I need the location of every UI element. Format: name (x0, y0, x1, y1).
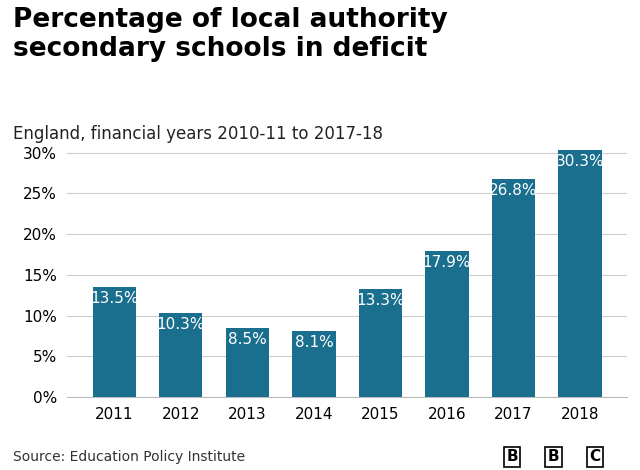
Text: Source: Education Policy Institute: Source: Education Policy Institute (13, 450, 245, 464)
Text: Percentage of local authority
secondary schools in deficit: Percentage of local authority secondary … (13, 7, 447, 62)
Text: B: B (506, 449, 518, 464)
Text: 30.3%: 30.3% (556, 154, 604, 169)
Bar (93, 287, 136, 397)
Text: 13.5%: 13.5% (90, 291, 138, 306)
Bar (426, 251, 468, 397)
Bar (226, 328, 269, 397)
Text: 10.3%: 10.3% (157, 317, 205, 332)
Bar (359, 289, 402, 397)
Text: 8.5%: 8.5% (228, 332, 267, 347)
Text: 13.3%: 13.3% (356, 293, 404, 308)
Text: 17.9%: 17.9% (423, 255, 471, 270)
Text: England, financial years 2010-11 to 2017-18: England, financial years 2010-11 to 2017… (13, 125, 383, 142)
Bar (559, 150, 602, 397)
Text: B: B (548, 449, 559, 464)
Text: 8.1%: 8.1% (294, 335, 333, 350)
Text: 26.8%: 26.8% (490, 183, 538, 198)
Bar (292, 331, 335, 397)
Text: C: C (589, 449, 601, 464)
Bar (159, 313, 202, 397)
Bar (492, 179, 535, 397)
